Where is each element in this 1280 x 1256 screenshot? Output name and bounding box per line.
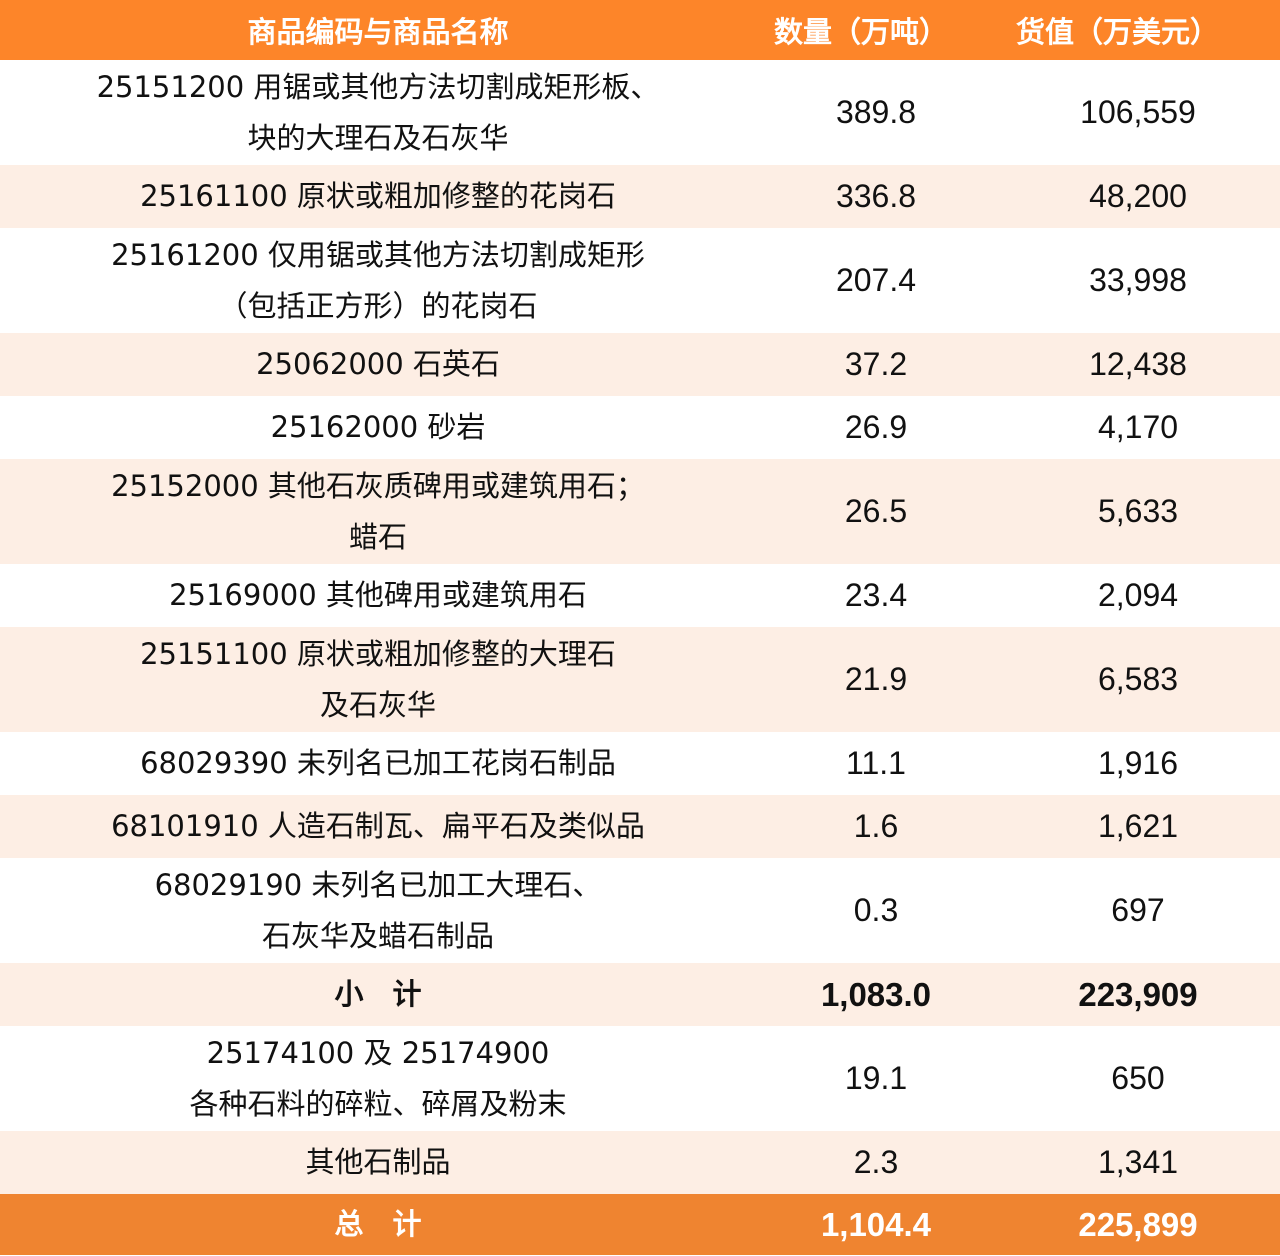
row-value: 106,559 [1080,94,1196,130]
header-name: 商品编码与商品名称 [247,15,509,49]
row-value: 48,200 [1089,178,1187,214]
row-value: 12,438 [1089,346,1187,382]
row-name: 68029190 未列名已加工大理石、 石灰华及蜡石制品 [154,867,602,953]
subtotal-value: 223,909 [1078,975,1198,1013]
table-row: 25161200 仅用锯或其他方法切割成矩形 （包括正方形）的花岗石 207.4… [0,228,1280,333]
row-quantity: 2.3 [853,1144,899,1180]
row-value: 4,170 [1097,409,1179,445]
table-row: 68029190 未列名已加工大理石、 石灰华及蜡石制品 0.3 697 [0,858,1280,963]
table-row: 25062000 石英石 37.2 12,438 [0,333,1280,396]
row-quantity: 26.9 [844,409,908,445]
row-quantity: 207.4 [835,262,917,298]
row-quantity: 1.6 [853,808,899,844]
row-name: 25162000 砂岩 [270,410,486,444]
row-name: 68029390 未列名已加工花岗石制品 [140,746,616,780]
row-value: 1,621 [1097,808,1179,844]
row-value: 697 [1111,892,1165,928]
header-value: 货值（万美元） [1016,15,1220,49]
total-quantity: 1,104.4 [820,1205,932,1243]
row-name: 25161200 仅用锯或其他方法切割成矩形 （包括正方形）的花岗石 [111,237,645,323]
table-row: 68101910 人造石制瓦、扁平石及类似品 1.6 1,621 [0,795,1280,858]
row-name: 其他石制品 [305,1145,451,1179]
subtotal-quantity: 1,083.0 [820,975,932,1013]
row-quantity: 26.5 [844,493,908,529]
table-row: 68029390 未列名已加工花岗石制品 11.1 1,916 [0,732,1280,795]
table-row: 25169000 其他碑用或建筑用石 23.4 2,094 [0,564,1280,627]
table-row: 25161100 原状或粗加修整的花岗石 336.8 48,200 [0,165,1280,228]
total-value: 225,899 [1078,1205,1198,1243]
row-value: 650 [1111,1060,1165,1096]
row-quantity: 336.8 [835,178,917,214]
table-row: 25151100 原状或粗加修整的大理石 及石灰华 21.9 6,583 [0,627,1280,732]
row-quantity: 11.1 [846,745,906,781]
row-value: 1,916 [1097,745,1179,781]
row-name: 68101910 人造石制瓦、扁平石及类似品 [111,809,645,843]
row-quantity: 23.4 [844,577,908,613]
row-name: 25062000 石英石 [256,347,500,381]
row-quantity: 389.8 [835,94,917,130]
table-row: 25151200 用锯或其他方法切割成矩形板、 块的大理石及石灰华 389.8 … [0,60,1280,165]
table-header: 商品编码与商品名称 数量（万吨） 货值（万美元） [0,0,1280,60]
total-row: 总 计 1,104.4 225,899 [0,1194,1280,1255]
row-name: 25161100 原状或粗加修整的花岗石 [140,179,616,213]
row-value: 5,633 [1097,493,1179,529]
row-value: 2,094 [1097,577,1179,613]
table-row: 25162000 砂岩 26.9 4,170 [0,396,1280,459]
row-value: 6,583 [1097,661,1179,697]
subtotal-row: 小 计 1,083.0 223,909 [0,963,1280,1026]
table-row: 其他石制品 2.3 1,341 [0,1131,1280,1194]
row-name: 25174100 及 25174900 各种石料的碎粒、碎屑及粉末 [189,1035,567,1121]
subtotal-label: 小 计 [334,977,422,1011]
row-value: 1,341 [1097,1144,1179,1180]
total-label: 总 计 [334,1207,422,1241]
row-name: 25151200 用锯或其他方法切割成矩形板、 块的大理石及石灰华 [96,69,660,155]
table-row: 25152000 其他石灰质碑用或建筑用石； 蜡石 26.5 5,633 [0,459,1280,564]
row-quantity: 0.3 [853,892,899,928]
row-quantity: 21.9 [844,661,908,697]
header-quantity: 数量（万吨） [774,15,949,49]
table-row: 25174100 及 25174900 各种石料的碎粒、碎屑及粉末 19.1 6… [0,1026,1280,1131]
row-name: 25169000 其他碑用或建筑用石 [169,578,587,612]
row-name: 25152000 其他石灰质碑用或建筑用石； 蜡石 [111,468,645,554]
row-quantity: 19.1 [844,1060,908,1096]
row-quantity: 37.2 [844,346,908,382]
row-name: 25151100 原状或粗加修整的大理石 及石灰华 [140,636,616,722]
row-value: 33,998 [1089,262,1187,298]
